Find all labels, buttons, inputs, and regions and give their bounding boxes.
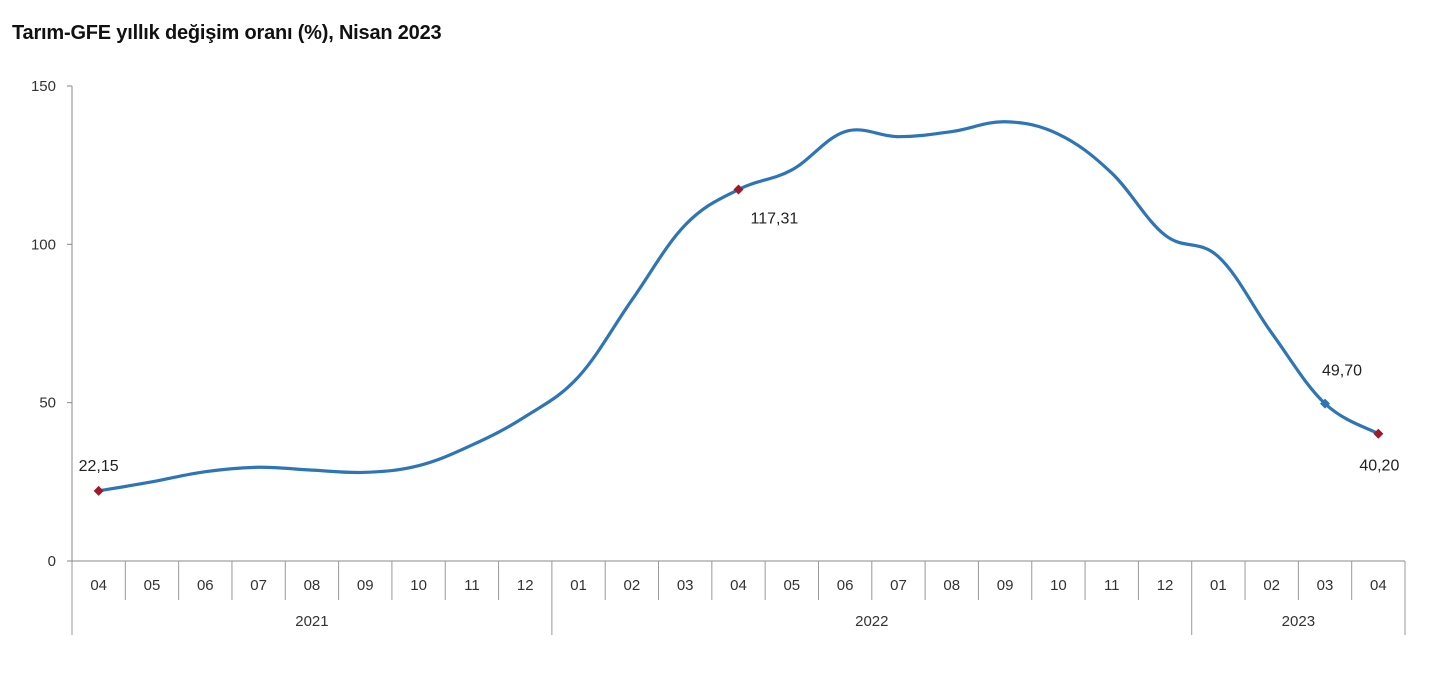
x-tick-label: 07	[250, 577, 267, 594]
data-point-marker	[1320, 398, 1331, 409]
x-tick-label: 01	[570, 577, 587, 594]
y-tick-label: 0	[48, 553, 56, 570]
x-tick-label: 08	[943, 577, 960, 594]
data-point-marker	[733, 184, 744, 195]
chart-title: Tarım-GFE yıllık değişim oranı (%), Nisa…	[12, 22, 442, 44]
data-label: 49,70	[1322, 363, 1362, 380]
y-tick-label: 50	[39, 395, 56, 412]
year-label: 2023	[1282, 613, 1315, 630]
x-tick-label: 06	[837, 577, 854, 594]
y-tick-label: 100	[31, 236, 56, 253]
x-tick-label: 04	[730, 577, 747, 594]
x-tick-label: 04	[1370, 577, 1387, 594]
x-tick-label: 10	[410, 577, 427, 594]
data-label: 117,31	[751, 211, 799, 228]
x-tick-label: 07	[890, 577, 907, 594]
x-tick-label: 08	[304, 577, 321, 594]
data-point-marker	[1373, 428, 1384, 439]
x-tick-label: 10	[1050, 577, 1067, 594]
data-label: 22,15	[79, 458, 119, 475]
x-tick-label: 03	[1317, 577, 1334, 594]
x-tick-label: 05	[144, 577, 161, 594]
x-tick-label: 11	[1104, 577, 1120, 594]
y-tick-label: 150	[31, 78, 56, 95]
series-line	[98, 120, 1380, 493]
x-tick-label: 01	[1210, 577, 1227, 594]
data-point-marker	[93, 485, 104, 496]
x-tick-label: 09	[357, 577, 374, 594]
year-label: 2022	[855, 613, 888, 630]
x-tick-label: 02	[624, 577, 641, 594]
x-tick-label: 04	[90, 577, 107, 594]
x-tick-label: 06	[197, 577, 214, 594]
x-tick-label: 05	[783, 577, 800, 594]
x-tick-label: 09	[997, 577, 1014, 594]
x-tick-label: 12	[517, 577, 534, 594]
data-label: 40,20	[1359, 458, 1399, 475]
x-tick-label: 03	[677, 577, 694, 594]
x-tick-label: 12	[1157, 577, 1174, 594]
year-label: 2021	[295, 613, 328, 630]
x-tick-label: 02	[1263, 577, 1280, 594]
x-tick-label: 11	[464, 577, 480, 594]
